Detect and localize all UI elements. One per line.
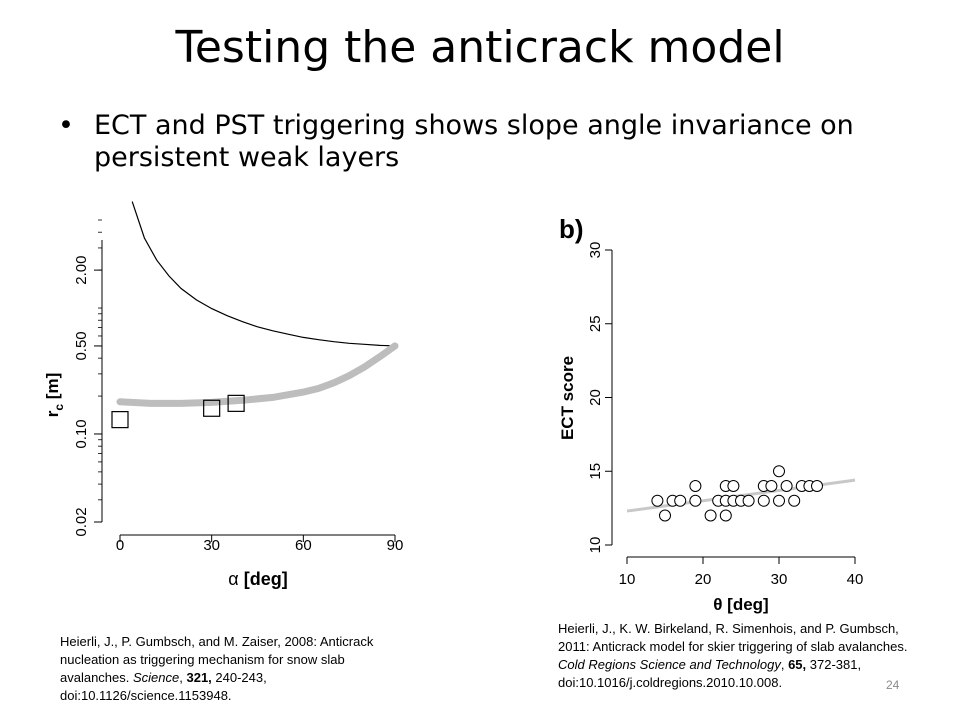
y-tick-label: 20 (587, 389, 604, 406)
bullet-dot-icon: • (58, 110, 74, 141)
y-axis-label: rc [m] (43, 373, 66, 417)
x-tick-label: 10 (619, 571, 636, 588)
slide-title: Testing the anticrack model (175, 22, 785, 73)
data-point-circle (788, 494, 801, 507)
data-point-circle (765, 480, 778, 492)
y-axis-label-subscript: c (52, 404, 66, 411)
series-line-gray (116, 342, 399, 407)
y-tick-label: 0.02 (73, 507, 90, 536)
y-axis-label-unit: [m] (43, 373, 62, 404)
data-point-circle (659, 509, 671, 522)
citation-a-volume: 321, (186, 670, 212, 685)
citation-b-volume: 65, (788, 657, 807, 672)
y-tick-label: 10 (587, 537, 604, 554)
panel-label: b) (559, 214, 584, 244)
series-line-black (131, 201, 396, 347)
data-point-circle (757, 494, 770, 507)
data-point-square (111, 411, 129, 429)
citation-b-journal: Cold Regions Science and Technology (558, 657, 781, 672)
x-tick-label: 20 (695, 571, 712, 588)
citation-a-pages: 240-243, doi:10.1126/science.1153948. (60, 670, 267, 703)
data-point-circle (689, 494, 702, 507)
y-tick-label: 0.10 (73, 419, 90, 448)
data-point-circle (780, 480, 793, 492)
data-point-circle (773, 494, 785, 507)
bullet-text: ECT and PST triggering shows slope angle… (94, 110, 854, 173)
x-axis-label-symbol: α (228, 569, 238, 589)
x-axis-label: θ [deg] (713, 595, 768, 614)
data-point-circle (674, 494, 687, 507)
data-point-circle (727, 480, 740, 492)
plot-area (116, 201, 399, 407)
citation-a-sep: , (179, 670, 187, 685)
citation-a-journal: Science (133, 670, 180, 685)
x-tick-label: 30 (771, 571, 788, 588)
data-point-circle (651, 494, 664, 507)
data-point-circle (811, 480, 823, 492)
x-axis-label-unit: [deg] (239, 569, 288, 589)
x-axis-label: α [deg] (228, 569, 287, 589)
y-tick-label: 30 (587, 242, 604, 259)
y-tick-label: 15 (587, 463, 604, 480)
data-point-circle (689, 480, 702, 492)
citation-a: Heierli, J., P. Gumbsch, and M. Zaiser, … (60, 633, 410, 705)
y-axis-label-symbol: r (43, 410, 62, 417)
citation-b-text: Heierli, J., K. W. Birkeland, R. Simenho… (558, 621, 908, 654)
y-tick-label: 2.00 (73, 256, 90, 285)
y-axis-label: ECT score (558, 356, 577, 440)
citation-b-pages: 372-381, doi:10.1016/j.coldregions.2010.… (558, 657, 862, 690)
data-point-square (203, 399, 221, 417)
citation-b: Heierli, J., K. W. Birkeland, R. Simenho… (558, 620, 933, 692)
x-tick-label: 0 (116, 537, 124, 554)
citation-a-text: Heierli, J., P. Gumbsch, and M. Zaiser, … (60, 634, 374, 685)
data-point-circle (704, 509, 717, 522)
x-tick-label: 60 (295, 537, 312, 554)
data-point-square (227, 394, 245, 412)
citation-b-sep: , (780, 657, 789, 672)
data-point-circle (773, 465, 785, 478)
data-point-circle (719, 509, 732, 522)
x-tick-label: 30 (203, 537, 220, 554)
page-number: 24 (886, 678, 900, 692)
bullet-point: • ECT and PST triggering shows slope ang… (58, 110, 918, 174)
chart-b: b) 10 15 20 25 30 10 20 30 40 ECT score θ [deg] (558, 214, 864, 614)
x-tick-label: 90 (387, 537, 404, 554)
y-tick-label: 0.50 (73, 331, 90, 360)
x-tick-label: 40 (847, 571, 864, 588)
y-tick-label: 25 (587, 315, 604, 332)
chart-a: 0.02 0.10 0.50 2.00 0 30 60 90 rc [m] α [deg] (43, 201, 404, 589)
data-point-circle (742, 494, 755, 507)
